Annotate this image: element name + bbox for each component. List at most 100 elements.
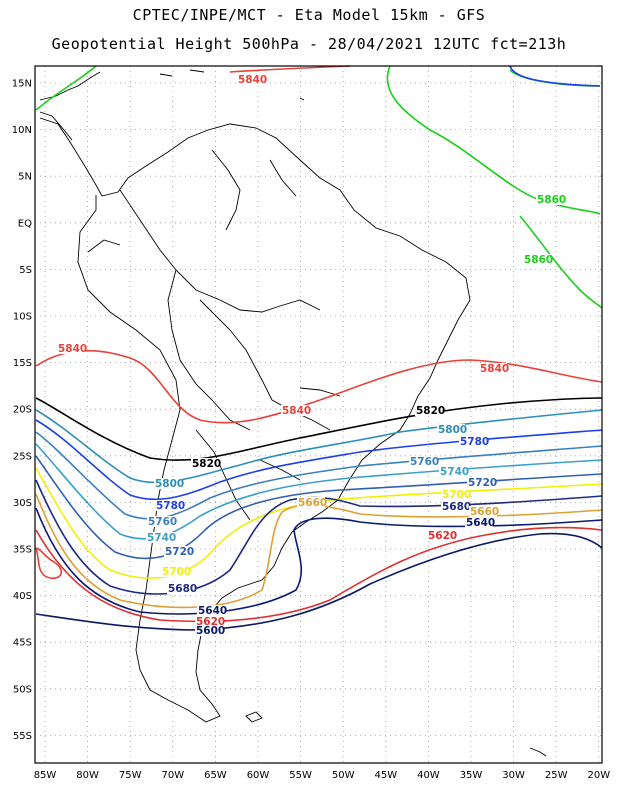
contour-label-bg: [441, 489, 469, 500]
lat-label: 50S: [13, 684, 32, 695]
south-georgia: [529, 747, 547, 757]
contour-5620: [35, 526, 603, 623]
lon-label: 55W: [289, 770, 312, 781]
contour-label-bg: [415, 405, 443, 416]
lon-label: 40W: [417, 770, 440, 781]
lat-label: 10N: [12, 125, 32, 136]
lat-label: 25S: [13, 451, 32, 462]
contour-label-bg: [441, 501, 469, 512]
contour-label: 5620: [428, 530, 457, 542]
lon-label: 60W: [247, 770, 270, 781]
contour-label: 5640: [466, 517, 495, 529]
contour-label-bg: [197, 605, 225, 616]
contour-label-bg: [161, 566, 189, 577]
lon-label: 70W: [161, 770, 184, 781]
contour-label: 5860: [524, 254, 553, 266]
lat-label: 35S: [13, 545, 32, 556]
contour-5680: [35, 479, 603, 595]
contour-label-bg: [523, 254, 551, 265]
contour-label: 5820: [416, 405, 445, 417]
contour-label-bg: [459, 436, 487, 447]
map-frame: [34, 65, 603, 764]
lon-label: 75W: [119, 770, 142, 781]
contour-5860: [35, 65, 603, 309]
contour-label-bg: [469, 506, 497, 517]
contour-5840-west-loop: [35, 547, 62, 580]
contour-label-bg: [195, 625, 223, 636]
contour-label: 5700: [162, 566, 191, 578]
longitude-labels: 85W 80W 75W 70W 65W 60W 55W 50W 45W 40W 35W 30W 25W 2…: [34, 770, 611, 781]
contour-label-bg: [154, 478, 182, 489]
falkland-islands: [245, 711, 263, 723]
lon-label: 50W: [332, 770, 355, 781]
contour-label: 5660: [298, 497, 327, 509]
contour-5840-north: [229, 65, 351, 73]
lat-label: 20S: [13, 405, 32, 416]
latitude-labels: 15N 10N 5N EQ 5S 10S 15S 20S 25S 30S 35S 40S 45S 50S 5…: [12, 79, 32, 742]
contour-5660: [35, 493, 603, 609]
contour-5720: [35, 455, 603, 560]
map-title-line2: Geopotential Height 500hPa - 28/04/2021 …: [51, 35, 567, 53]
contour-label-bg: [146, 532, 174, 543]
contour-label: 5640: [198, 605, 227, 617]
lat-label: 15N: [12, 79, 32, 90]
lon-label: 20W: [587, 770, 610, 781]
lat-label: 55S: [13, 731, 32, 742]
contour-5760: [35, 431, 603, 520]
contour-label: 5800: [155, 478, 184, 490]
contour-label: 5860: [537, 194, 566, 206]
contour-label: 5680: [442, 501, 471, 513]
contour-label-bg: [465, 517, 493, 528]
contour-label: 5600: [196, 625, 225, 637]
contour-label: 5800: [438, 424, 467, 436]
contour-label: 5780: [156, 500, 185, 512]
lon-label: 80W: [76, 770, 99, 781]
contour-label: 5840: [480, 363, 509, 375]
contour-5820: [35, 397, 603, 461]
graticule: [35, 66, 602, 763]
contour-label-bg: [409, 456, 437, 467]
lat-label: 45S: [13, 638, 32, 649]
contour-label: 5680: [168, 583, 197, 595]
contour-5840-south: [35, 349, 603, 424]
lat-label: 30S: [13, 498, 32, 509]
contour-label-bg: [155, 500, 183, 511]
contour-label-bg: [164, 546, 192, 557]
contour-label-bg: [237, 74, 265, 85]
contour-label: 5740: [440, 466, 469, 478]
contour-label-bg: [167, 583, 195, 594]
lon-label: 25W: [545, 770, 568, 781]
contour-labels: 5840 5840 5840 5840 5860 5860 5820 5820 5800 5800…: [57, 74, 566, 637]
contour-label-bg: [191, 458, 219, 469]
lon-label: 65W: [204, 770, 227, 781]
lon-label: 85W: [34, 770, 57, 781]
contour-label-bg: [281, 405, 309, 416]
lat-label: 5S: [19, 265, 32, 276]
contour-label: 5720: [165, 546, 194, 558]
contour-5780: [35, 419, 603, 501]
contour-label-bg: [536, 194, 564, 205]
contour-label: 5720: [468, 477, 497, 489]
contour-label: 5760: [148, 516, 177, 528]
lat-label: 15S: [13, 358, 32, 369]
contour-label-bg: [437, 424, 465, 435]
contour-5780-ne: [509, 65, 601, 87]
contour-label-bg: [427, 530, 455, 541]
contour-label: 5820: [192, 458, 221, 470]
contour-label: 5840: [238, 74, 267, 86]
contour-label: 5700: [442, 489, 471, 501]
contour-label: 5660: [470, 506, 499, 518]
contour-5800: [35, 409, 603, 484]
lat-label: 5N: [18, 172, 32, 183]
contour-label-bg: [479, 363, 507, 374]
contour-5700: [35, 467, 603, 579]
lon-label: 30W: [502, 770, 525, 781]
contour-label-bg: [57, 343, 85, 354]
lat-label: 10S: [13, 312, 32, 323]
caribbean-islands: [159, 69, 305, 101]
contour-label: 5840: [58, 343, 87, 355]
lat-label: 40S: [13, 591, 32, 602]
contour-label: 5740: [147, 532, 176, 544]
height-contours: [35, 65, 603, 631]
lon-label: 45W: [374, 770, 397, 781]
